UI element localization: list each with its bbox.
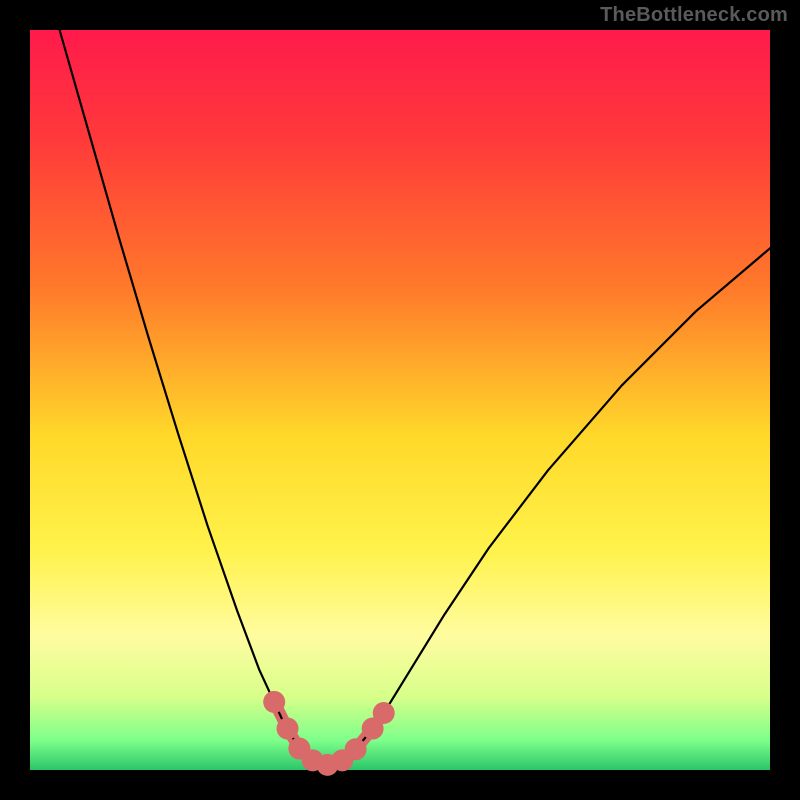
marker-dot xyxy=(345,738,367,760)
marker-dot xyxy=(373,702,395,724)
bottleneck-chart xyxy=(0,0,800,800)
marker-dot xyxy=(277,718,299,740)
watermark-text: TheBottleneck.com xyxy=(600,4,788,27)
marker-dot xyxy=(263,691,285,713)
plot-background xyxy=(30,30,770,770)
stage: TheBottleneck.com xyxy=(0,0,800,800)
